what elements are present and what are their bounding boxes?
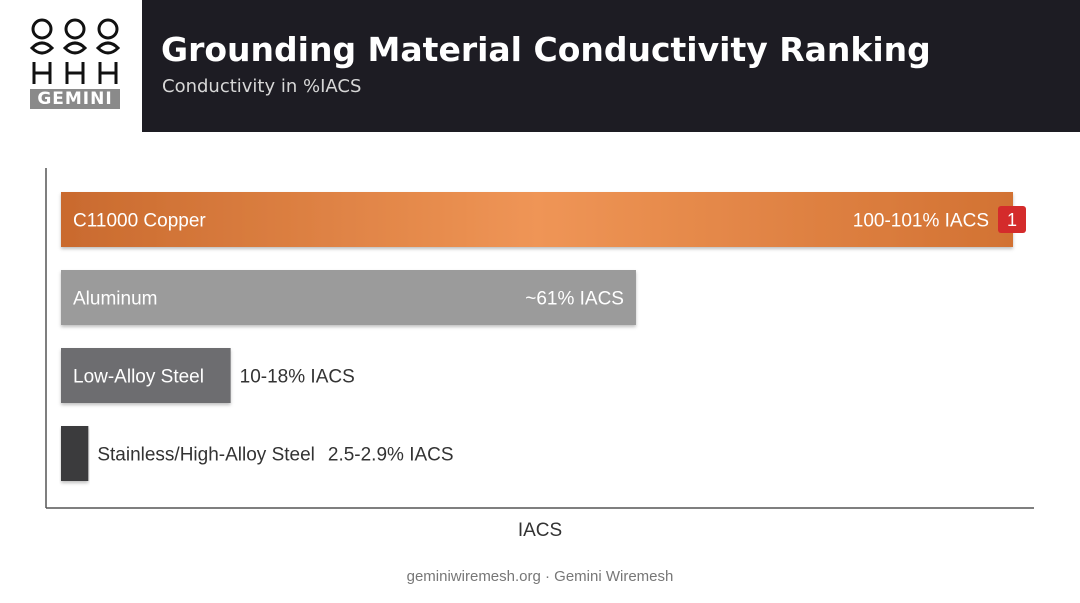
category-label-stainless-high-alloy-steel: Stainless/High-Alloy Steel — [97, 445, 315, 466]
gemini-logo: GEMINI — [0, 0, 142, 132]
page-title: Grounding Material Conductivity Ranking — [161, 30, 931, 69]
category-label-c11000-copper: C11000 Copper — [73, 211, 206, 232]
value-label-c11000-copper: 100-101% IACS — [853, 211, 989, 232]
bar-c11000-copper — [61, 192, 1013, 247]
logo-figures-icon — [29, 18, 121, 84]
logo-wordmark: GEMINI — [30, 89, 120, 109]
footer-credit: geminiwiremesh.org · Gemini Wiremesh — [406, 568, 674, 585]
category-label-aluminum: Aluminum — [73, 289, 157, 310]
category-label-low-alloy-steel: Low-Alloy Steel — [73, 367, 204, 388]
rank-badge — [998, 206, 1026, 233]
x-axis-label: IACS — [518, 520, 562, 541]
value-label-aluminum: ~61% IACS — [525, 289, 624, 310]
header-banner: GEMINI Grounding Material Conductivity R… — [0, 0, 1080, 132]
bar-low-alloy-steel — [61, 348, 231, 403]
page-subtitle: Conductivity in %IACS — [162, 76, 362, 97]
rank-badge-text: 1 — [1007, 210, 1017, 230]
value-label-low-alloy-steel: 10-18% IACS — [240, 367, 355, 388]
bar-aluminum — [61, 270, 636, 325]
bar-stainless-high-alloy-steel — [61, 426, 89, 481]
value-label-stainless-high-alloy-steel: 2.5-2.9% IACS — [328, 445, 454, 466]
